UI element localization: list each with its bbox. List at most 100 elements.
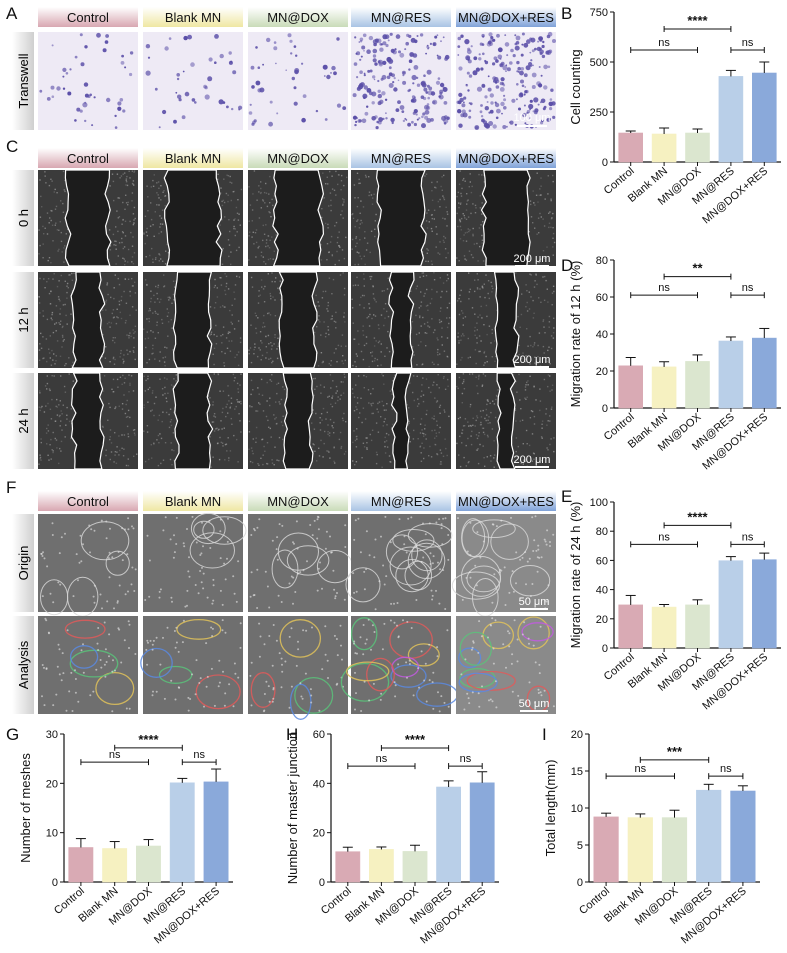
significance-label: ns: [193, 749, 205, 761]
significance-label: ***: [667, 744, 683, 759]
significance-bracket: ns: [347, 753, 416, 770]
y-tick-label: 0: [577, 877, 583, 889]
significance-label: ns: [742, 37, 754, 49]
bar-mn-dox: [661, 817, 688, 883]
row-label-analysis: Analysis: [12, 616, 34, 714]
y-tick-label: 0: [602, 643, 608, 655]
group-header-row-transwell: Control Blank MN MN@DOX MN@RES MN@DOX+RES: [38, 7, 556, 27]
bar-mn-dox-res: [730, 790, 756, 883]
scale-bar-tube-origin: 50 μm: [519, 596, 550, 610]
bar-mn-res: [436, 786, 462, 883]
y-tick-label: 750: [590, 7, 608, 19]
bar-control: [593, 816, 619, 883]
significance-bracket: ns: [181, 749, 217, 766]
group-header-row-scratch: Control Blank MN MN@DOX MN@RES MN@DOX+RES: [38, 148, 556, 168]
group-tab-label: MN@RES: [371, 10, 431, 25]
significance-label: **: [692, 261, 703, 276]
group-tab-label: MN@DOX: [267, 10, 329, 25]
significance-bracket: ns: [448, 753, 483, 770]
significance-bracket: ns: [80, 749, 149, 766]
panel-letters: A B C D E F G H I: [6, 4, 573, 744]
tube-image-grid: [38, 512, 556, 720]
significance-label: ****: [405, 732, 426, 747]
bar-mn-dox: [685, 132, 710, 163]
group-tab-c-2: MN@DOX: [248, 148, 348, 168]
tube-analysis-image: [140, 616, 243, 714]
scratch-image: [248, 372, 348, 470]
scratch-image: [38, 271, 138, 369]
significance-label: ****: [138, 732, 159, 747]
scratch-image: [456, 271, 556, 369]
bar-mn-res: [718, 340, 744, 409]
bar-mn-dox-res: [751, 559, 777, 649]
row-label-transwell-text: Transwell: [16, 53, 31, 108]
significance-label: ns: [376, 753, 388, 765]
y-axis-label: Migration rate of 12 h (%): [568, 261, 583, 408]
significance-label: ****: [687, 13, 708, 28]
group-tab-a-3: MN@RES: [351, 7, 451, 27]
significance-label: ns: [742, 531, 754, 543]
bar-control: [618, 132, 644, 163]
scale-bar-tube-origin-text: 50 μm: [519, 596, 550, 608]
scratch-image: [456, 372, 556, 470]
bar-blank-mn: [651, 366, 677, 409]
panel-label-a: A: [6, 4, 18, 23]
group-tab-label: MN@DOX: [267, 151, 329, 166]
significance-bracket: ****: [663, 13, 732, 32]
row-label-12h-text: 12 h: [16, 307, 31, 332]
transwell-image: [143, 32, 243, 130]
group-tab-label: MN@DOX: [267, 494, 329, 509]
scratch-image: [143, 372, 243, 470]
y-axis-label: Total length(mm): [543, 760, 558, 857]
panel-label-i: I: [542, 725, 547, 744]
bar-mn-res: [696, 789, 722, 883]
tube-analysis-image: [38, 616, 138, 714]
scale-bar-scratch-0h: 200 μm: [514, 253, 550, 267]
y-tick-label: 20: [596, 366, 608, 378]
significance-bracket: ns: [730, 37, 765, 53]
y-tick-label: 10: [571, 803, 583, 815]
bar-control: [335, 851, 361, 883]
row-label-0h-text: 0 h: [16, 209, 31, 227]
transwell-image-row: [38, 31, 556, 130]
y-tick-label: 15: [571, 766, 583, 778]
y-tick-label: 60: [596, 292, 608, 304]
group-tab-label: Control: [67, 151, 109, 166]
group-tab-label: MN@RES: [371, 494, 431, 509]
scratch-image: [248, 271, 348, 369]
group-tab-label: Blank MN: [165, 494, 221, 509]
group-tab-c-1: Blank MN: [143, 148, 243, 168]
scratch-image: [38, 372, 138, 470]
row-label-12h: 12 h: [12, 272, 34, 368]
bar-mn-dox: [685, 361, 710, 409]
bar-blank-mn: [651, 133, 677, 163]
scratch-image: [38, 169, 138, 267]
y-tick-label: 20: [46, 778, 58, 790]
transwell-image: [351, 32, 451, 130]
significance-label: ns: [658, 282, 670, 294]
bar-mn-dox: [136, 845, 161, 883]
bar-mn-res: [718, 76, 744, 163]
tube-origin-image: [345, 514, 453, 612]
group-tab-f-1: Blank MN: [143, 491, 243, 511]
tube-origin-image: [248, 514, 354, 612]
group-tab-label: MN@DOX+RES: [458, 151, 554, 166]
scale-bar-scratch-12h-text: 200 μm: [514, 354, 551, 366]
tube-origin-image: [451, 514, 556, 617]
row-label-24h-text: 24 h: [16, 408, 31, 433]
panel-label-h: H: [286, 725, 298, 744]
bar-mn-dox-res: [469, 782, 495, 883]
y-tick-label: 500: [590, 57, 608, 69]
bar-mn-res: [169, 782, 195, 883]
panel-label-f: F: [6, 478, 16, 497]
scale-bar-scratch-12h: 200 μm: [514, 354, 551, 368]
bar-mn-dox: [685, 604, 710, 649]
group-tab-f-0: Control: [38, 491, 138, 511]
scale-bar-transwell-text: 100 μm: [514, 112, 551, 124]
y-tick-label: 40: [596, 585, 608, 597]
bar-blank-mn: [102, 848, 128, 883]
